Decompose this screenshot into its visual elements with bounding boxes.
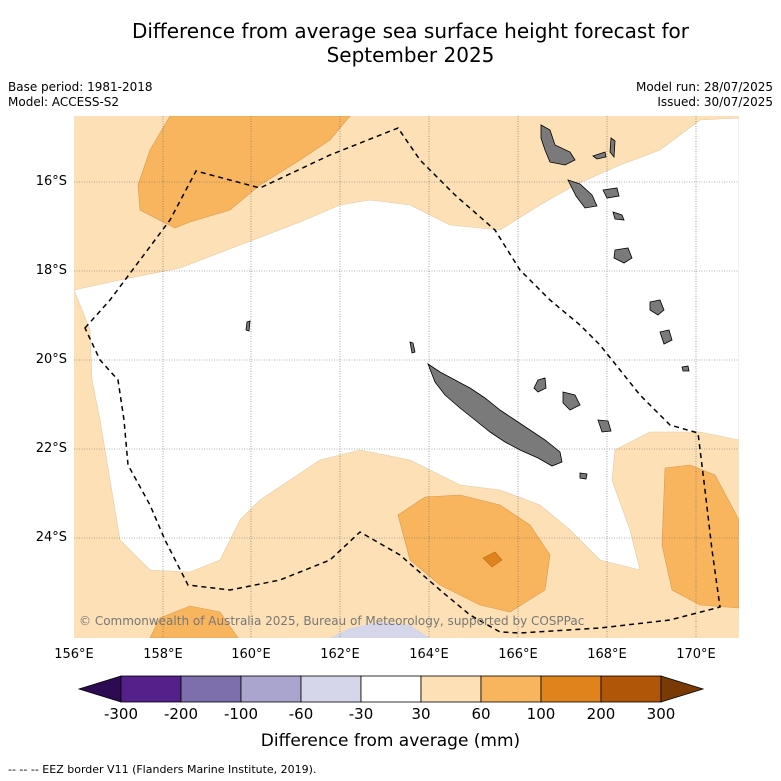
new-caledonia-island: [427, 362, 563, 467]
colorbar-label-neg200: -200: [163, 705, 199, 723]
anomaly-negative-region: [330, 622, 430, 638]
lat-label-16s: 16°S: [35, 174, 67, 189]
land-masses: [245, 124, 690, 480]
colorbar-bin-5: [360, 675, 422, 703]
loyalty-island-4: [579, 472, 588, 480]
loyalty-island-1: [533, 377, 547, 393]
loyalty-island-3: [597, 419, 612, 433]
anomaly-60-100-southwest: [149, 605, 239, 638]
colorbar-label-60: 60: [471, 705, 491, 723]
lon-label-160e: 160°E: [231, 647, 271, 662]
loyalty-east-island-2: [659, 329, 673, 345]
title-line-2: September 2025: [326, 43, 495, 67]
vanuatu-island-2: [592, 151, 607, 160]
anomaly-neutral-region: [74, 117, 739, 573]
lat-label-22s: 22°S: [35, 441, 67, 456]
title-line-1: Difference from average sea surface heig…: [131, 19, 690, 43]
colorbar-title: Difference from average (mm): [260, 731, 521, 751]
copyright-notice: © Commonwealth of Australia 2025, Bureau…: [79, 614, 585, 628]
vanuatu-island-6: [612, 211, 625, 221]
anomaly-60-100-east: [661, 464, 739, 609]
lon-label-162e: 162°E: [320, 647, 360, 662]
vanuatu-island-5: [602, 187, 620, 199]
chart-title: Difference from average sea surface heig…: [40, 19, 781, 67]
colorbar-bin-8: [540, 675, 602, 703]
colorbar-label-30: 30: [411, 705, 431, 723]
loyalty-island-2: [562, 391, 581, 411]
colorbar-label-100: 100: [526, 705, 556, 723]
meta-right: Model run: 28/07/2025 Issued: 30/07/2025: [636, 80, 773, 110]
anomaly-100-200-patch: [482, 551, 503, 568]
meta-left: Base period: 1981-2018 Model: ACCESS-S2: [8, 80, 153, 110]
colorbar-bin-3: [240, 675, 302, 703]
lon-label-170e: 170°E: [676, 647, 716, 662]
colorbar-label-neg60: -60: [288, 705, 314, 723]
loyalty-east-island-3: [681, 365, 690, 372]
colorbar-bin-7: [480, 675, 542, 703]
map-area: [74, 116, 739, 638]
loyalty-east-island-1: [649, 299, 665, 316]
chesterfield-islet: [245, 320, 251, 332]
colorbar-bin-1: [120, 675, 182, 703]
belep-islet: [409, 341, 416, 354]
base-period: Base period: 1981-2018: [8, 80, 153, 94]
vanuatu-island-4: [567, 179, 598, 209]
anomaly-60-100-south: [397, 494, 551, 613]
colorbar: [77, 675, 705, 703]
graticule: [74, 116, 739, 638]
colorbar-label-neg30: -30: [348, 705, 374, 723]
issued-date: Issued: 30/07/2025: [657, 95, 773, 109]
lon-label-166e: 166°E: [498, 647, 538, 662]
colorbar-bin-4: [300, 675, 362, 703]
anomaly-60-100-nw: [137, 116, 351, 229]
vanuatu-island-3: [609, 137, 616, 159]
lon-label-158e: 158°E: [143, 647, 183, 662]
colorbar-bin-6: [420, 675, 482, 703]
lat-label-18s: 18°S: [35, 263, 67, 278]
model-name: Model: ACCESS-S2: [8, 95, 120, 109]
lat-label-20s: 20°S: [35, 352, 67, 367]
colorbar-bin-2: [180, 675, 242, 703]
colorbar-label-200: 200: [586, 705, 616, 723]
colorbar-bin-9: [600, 675, 662, 703]
colorbar-max-extension: [660, 675, 705, 703]
lon-label-156e: 156°E: [54, 647, 94, 662]
vanuatu-island-7: [613, 247, 633, 264]
lon-label-168e: 168°E: [587, 647, 627, 662]
vanuatu-island-1: [540, 124, 576, 166]
model-run: Model run: 28/07/2025: [635, 80, 773, 94]
colorbar-label-neg100: -100: [223, 705, 259, 723]
colorbar-min-extension: [77, 675, 122, 703]
colorbar-label-neg300: -300: [103, 705, 139, 723]
lon-label-164e: 164°E: [409, 647, 449, 662]
colorbar-label-300: 300: [646, 705, 676, 723]
lat-label-24s: 24°S: [35, 530, 67, 545]
eez-footnote: -- -- -- EEZ border V11 (Flanders Marine…: [8, 763, 317, 776]
